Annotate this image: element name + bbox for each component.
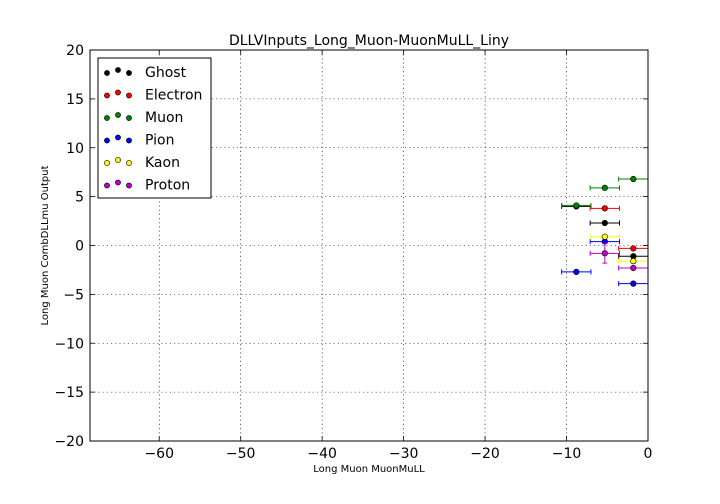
legend-marker bbox=[115, 157, 121, 163]
legend-marker bbox=[104, 92, 110, 99]
y-tick-label: 0 bbox=[75, 239, 84, 255]
x-tick-label: −50 bbox=[226, 446, 256, 462]
legend-marker bbox=[104, 70, 110, 76]
y-tick-label: −10 bbox=[54, 336, 84, 352]
x-tick-label: −10 bbox=[552, 446, 582, 462]
data-point bbox=[601, 219, 608, 227]
legend-marker bbox=[126, 182, 132, 189]
legend-label: Kaon bbox=[145, 155, 180, 171]
x-tick-label: −30 bbox=[389, 446, 419, 462]
y-axis-label: Long Muon CombDLLmu Output bbox=[40, 165, 51, 325]
series-kaon bbox=[589, 233, 649, 265]
x-tick-label: −40 bbox=[307, 446, 337, 462]
legend-marker bbox=[115, 89, 121, 96]
legend-marker bbox=[126, 92, 132, 99]
legend-label: Ghost bbox=[145, 65, 187, 81]
x-tick-label: 0 bbox=[644, 446, 653, 462]
legend-label: Proton bbox=[145, 178, 190, 194]
data-point bbox=[573, 268, 580, 275]
y-tick-label: −20 bbox=[54, 434, 84, 450]
y-tick-label: 15 bbox=[66, 92, 84, 108]
legend-marker bbox=[126, 160, 132, 166]
data-point bbox=[630, 175, 637, 183]
y-tick-label: −5 bbox=[63, 287, 84, 303]
data-point bbox=[573, 202, 580, 209]
legend-item-proton: Proton bbox=[104, 178, 190, 194]
data-point bbox=[601, 233, 608, 240]
legend-marker bbox=[104, 137, 110, 144]
legend-marker bbox=[115, 67, 121, 73]
series-muon bbox=[561, 175, 649, 209]
data-point bbox=[630, 245, 637, 252]
data-point bbox=[630, 280, 637, 287]
data-point bbox=[601, 205, 608, 212]
legend-label: Muon bbox=[145, 110, 183, 126]
y-tick-label: 20 bbox=[66, 43, 84, 59]
series-ghost bbox=[561, 203, 649, 260]
legend-marker bbox=[104, 115, 110, 121]
x-axis-label: Long Muon MuonMuLL bbox=[313, 464, 425, 475]
x-tick-label: −60 bbox=[144, 446, 174, 462]
y-tick-label: −15 bbox=[54, 385, 84, 401]
legend-item-kaon: Kaon bbox=[104, 155, 180, 171]
legend-item-electron: Electron bbox=[104, 88, 202, 104]
legend-marker bbox=[104, 160, 110, 166]
y-tick-label: 5 bbox=[75, 190, 84, 206]
legend-box bbox=[97, 57, 212, 199]
legend-item-pion: Pion bbox=[104, 133, 174, 149]
series-electron bbox=[589, 205, 649, 252]
legend-marker bbox=[126, 137, 132, 144]
legend-marker bbox=[126, 70, 132, 76]
data-point bbox=[601, 250, 608, 257]
x-tick-label: −20 bbox=[470, 446, 500, 462]
data-point bbox=[630, 264, 637, 272]
data-layer bbox=[561, 175, 649, 287]
legend-marker bbox=[115, 179, 121, 186]
data-point bbox=[630, 258, 637, 265]
chart-title: DLLVInputs_Long_Muon-MuonMuLL_Liny bbox=[229, 33, 509, 49]
legend-marker bbox=[115, 134, 121, 141]
legend-marker bbox=[104, 182, 110, 189]
legend: Ghost Electron Muon Pion Kaon Proton bbox=[97, 57, 212, 199]
legend-marker bbox=[126, 115, 132, 121]
y-tick-label: 10 bbox=[66, 141, 84, 157]
legend-marker bbox=[115, 112, 121, 118]
data-point bbox=[601, 184, 608, 191]
legend-item-ghost: Ghost bbox=[104, 65, 187, 81]
legend-label: Pion bbox=[145, 133, 174, 149]
legend-label: Electron bbox=[145, 88, 202, 104]
legend-item-muon: Muon bbox=[104, 110, 183, 126]
